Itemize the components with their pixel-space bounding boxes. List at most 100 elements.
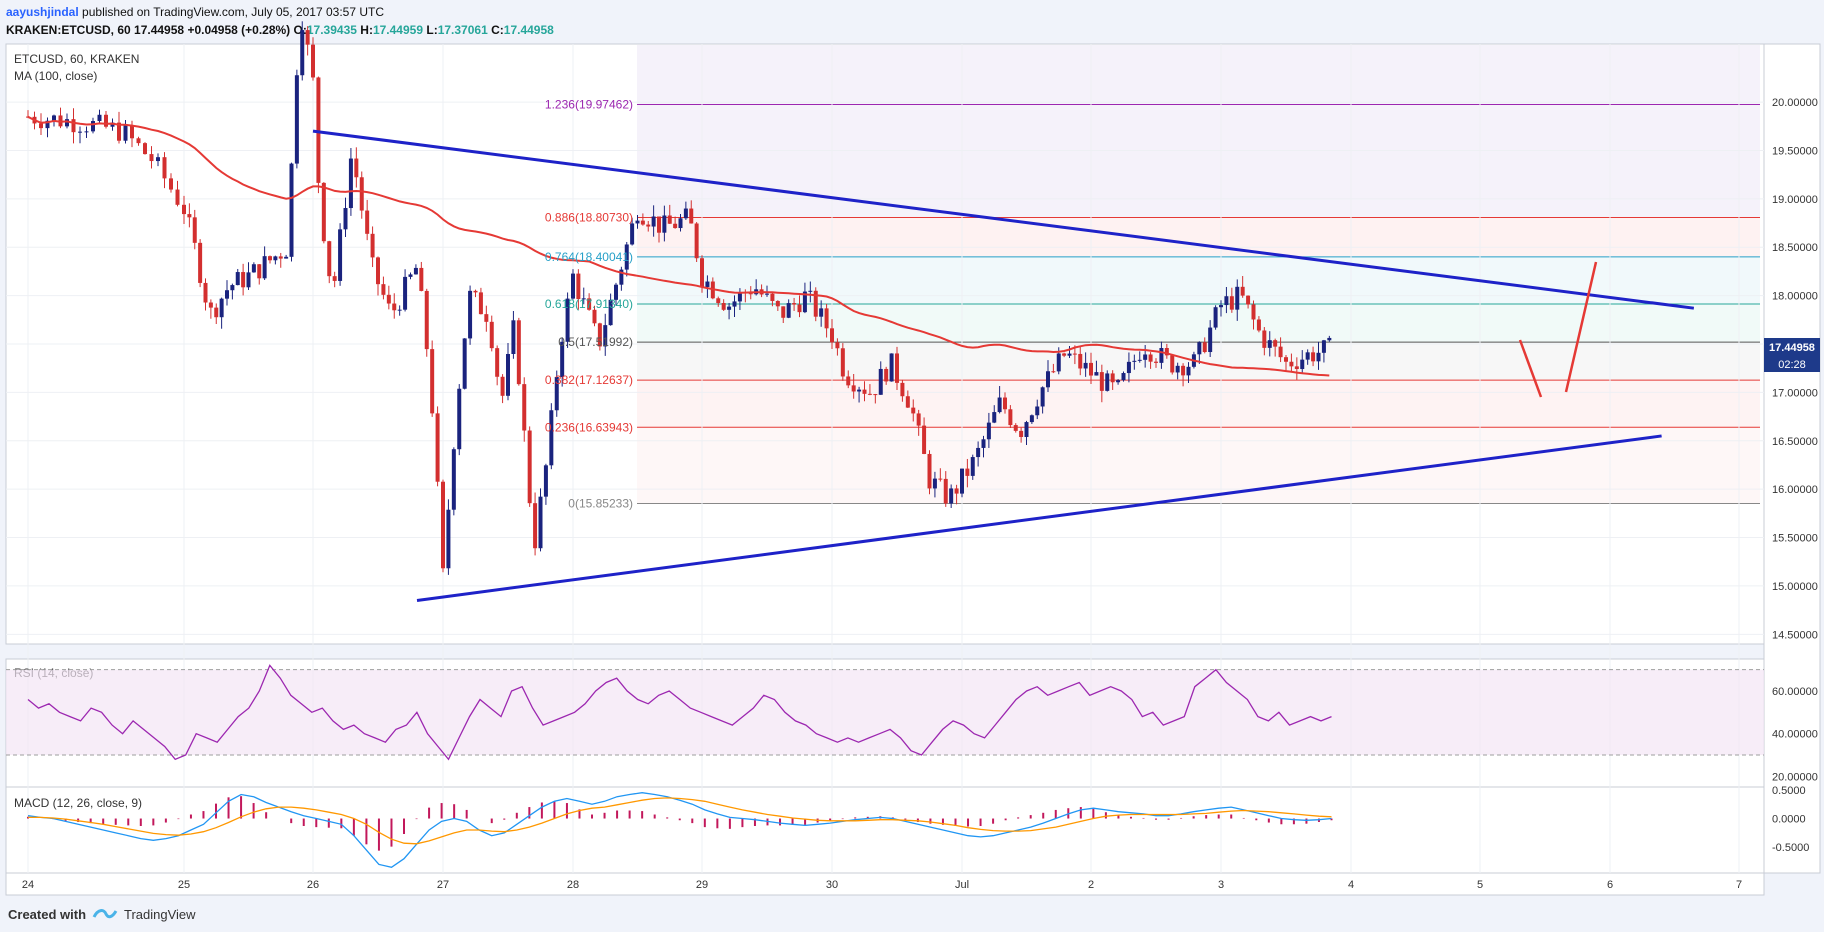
fib-label: 0.618(17.91340) — [545, 297, 633, 311]
signal-line — [28, 797, 1332, 845]
candle-body — [97, 114, 102, 122]
candle-body — [182, 204, 186, 215]
candle-body — [230, 285, 235, 291]
time-tick-label: 30 — [826, 879, 838, 891]
candle-body — [478, 292, 483, 315]
candle-body — [587, 298, 592, 310]
price-tick-label: 14.50000 — [1772, 629, 1818, 641]
candle-body — [500, 376, 505, 396]
candle-body — [614, 284, 618, 300]
candle-body — [867, 393, 872, 395]
tradingview-logo-icon — [92, 909, 118, 919]
candle-body — [359, 177, 364, 211]
time-tick-label: Jul — [955, 879, 969, 891]
price-axis[interactable] — [1763, 43, 1821, 874]
candle-body — [543, 465, 548, 497]
candle-body — [1175, 365, 1180, 373]
price-tick-label: 16.00000 — [1772, 484, 1818, 496]
candle-body — [716, 298, 721, 304]
fib-label: 0.236(16.63943) — [545, 420, 633, 434]
candle-body — [376, 257, 380, 285]
candle-body — [705, 281, 710, 287]
low-value: 17.37061 — [437, 23, 488, 37]
time-axis[interactable] — [5, 872, 1765, 896]
candle-body — [965, 468, 970, 476]
candle-body — [1213, 307, 1218, 328]
candle-body — [451, 449, 456, 510]
candle-body — [354, 158, 359, 178]
candle-body — [646, 224, 651, 227]
candle-body — [511, 320, 516, 354]
projection-down — [1518, 339, 1543, 398]
candle-body — [878, 368, 883, 395]
candle-body — [819, 308, 824, 317]
time-tick-label: 6 — [1607, 879, 1613, 891]
candle-body — [884, 368, 889, 382]
candle-body — [949, 488, 954, 504]
time-tick-label: 27 — [437, 879, 449, 891]
candle-body — [187, 214, 192, 218]
candle-body — [992, 412, 997, 423]
author-link[interactable]: aayushjindal — [6, 5, 79, 19]
candle-body — [1321, 340, 1326, 353]
price-badge-value: 17.44958 — [1769, 342, 1815, 354]
candle-body — [52, 115, 56, 121]
candle-body — [338, 229, 343, 281]
rsi-tick-label: 40.00000 — [1772, 729, 1818, 741]
price-tick-label: 19.50000 — [1772, 145, 1818, 157]
candle-body — [954, 488, 959, 494]
fib-label: 0.886(18.80730) — [545, 210, 633, 224]
candle-body — [786, 303, 791, 318]
candle-body — [911, 407, 916, 414]
candle-body — [608, 299, 613, 326]
candle-body — [840, 348, 845, 377]
candle-body — [1202, 342, 1207, 353]
candle-body — [678, 218, 683, 229]
candle-body — [1235, 286, 1240, 310]
time-tick-label: 5 — [1477, 879, 1483, 891]
fib-retracement[interactable] — [637, 45, 1760, 504]
candle-body — [39, 123, 43, 129]
candle-body — [441, 481, 445, 569]
price-badge-timer: 02:28 — [1778, 359, 1806, 371]
candle-body — [136, 138, 141, 144]
candle-body — [662, 215, 667, 233]
candle-body — [278, 256, 283, 259]
candle-body — [581, 298, 586, 300]
price-tick-label: 18.50000 — [1772, 242, 1818, 254]
candle-body — [592, 309, 597, 324]
candle-body — [1099, 372, 1104, 391]
candle-body — [78, 131, 82, 133]
candle-body — [225, 290, 229, 299]
price-tick-label: 15.50000 — [1772, 533, 1818, 545]
price-badge: 17.44958 02:28 — [1764, 338, 1820, 372]
candle-body — [700, 258, 704, 287]
macd-tick-label: -0.5000 — [1772, 842, 1809, 854]
fib-labels: 1.236(19.97462) 0.886(18.80730) 0.764(18.4… — [545, 98, 633, 511]
candle-body — [1224, 296, 1229, 306]
tradingview-brand[interactable]: TradingView — [124, 906, 196, 922]
price-tick-label: 20.00000 — [1772, 97, 1818, 109]
footer: Created with TradingView — [8, 904, 196, 924]
candle-body — [927, 453, 932, 489]
candle-body — [748, 293, 753, 295]
candle-body — [694, 223, 699, 259]
candle-body — [624, 244, 629, 270]
candle-body — [392, 303, 397, 311]
candle-body — [824, 308, 829, 329]
candle-body — [462, 338, 467, 389]
candle-body — [289, 163, 294, 257]
candle-body — [938, 478, 943, 480]
low-label: L: — [426, 23, 438, 37]
candle-body — [1278, 346, 1283, 358]
candle-body — [246, 272, 251, 288]
candle-body — [1089, 362, 1093, 376]
candle-body — [721, 303, 726, 310]
candle-body — [1024, 422, 1029, 437]
candle-body — [403, 276, 408, 310]
trendlines[interactable] — [312, 129, 1695, 602]
candle-body — [1029, 415, 1034, 423]
time-tick-label: 28 — [567, 879, 579, 891]
candle-body — [1154, 361, 1158, 363]
